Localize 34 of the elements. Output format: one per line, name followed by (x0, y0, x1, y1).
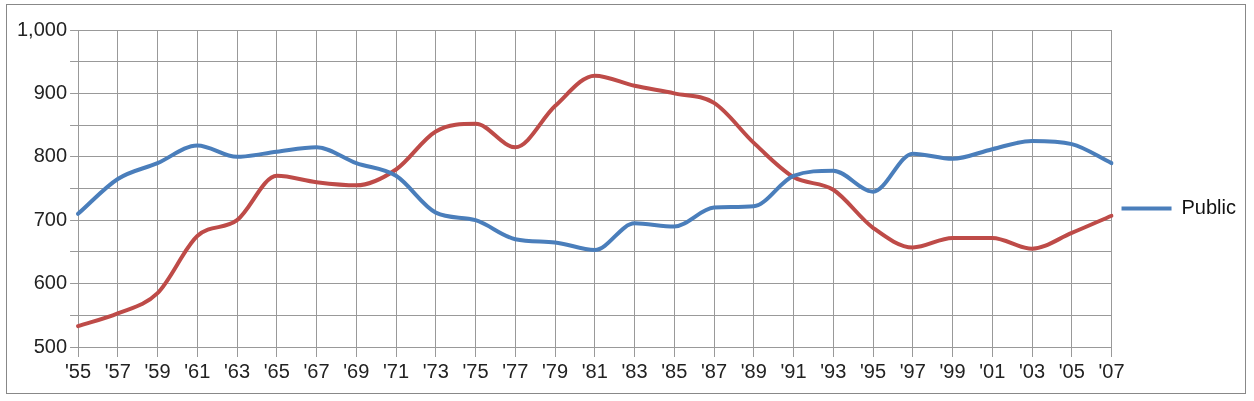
y-tick-label: 500 (33, 334, 68, 357)
y-tick-label: 700 (33, 207, 68, 230)
y-tick-label: 800 (33, 144, 68, 167)
x-tick-label: '75 (462, 359, 489, 382)
x-tick-label: '81 (581, 359, 608, 382)
x-tick-label: '99 (939, 359, 966, 382)
x-tick-label: '95 (859, 359, 887, 382)
x-tick-label: '89 (740, 359, 767, 382)
x-tick-label: '83 (621, 359, 648, 382)
x-tick-label: '97 (899, 359, 926, 382)
x-tick-label: '03 (1018, 359, 1046, 382)
x-tick-label: '07 (1098, 359, 1125, 382)
x-tick-label: '01 (979, 359, 1006, 382)
x-tick-label: '73 (422, 359, 449, 382)
x-tick-label: '63 (224, 359, 251, 382)
x-tick-label: '05 (1058, 359, 1085, 382)
x-tick-label: '55 (65, 359, 92, 382)
x-tick-label: '93 (820, 359, 847, 382)
x-tick-label: '87 (701, 359, 728, 382)
x-tick-label: '85 (661, 359, 688, 382)
x-tick-label: '65 (263, 359, 290, 382)
y-tick-label: 900 (33, 80, 68, 103)
x-tick-label: '79 (542, 359, 569, 382)
legend-label: Public (1181, 196, 1237, 219)
x-tick-label: '69 (343, 359, 370, 382)
x-tick-label: '91 (780, 359, 807, 382)
x-tick-label: '71 (383, 359, 410, 382)
x-tick-label: '57 (104, 359, 131, 382)
x-tick-label: '77 (502, 359, 529, 382)
y-tick-label: 1,000 (16, 17, 68, 40)
x-tick-label: '59 (144, 359, 171, 382)
y-tick-label: 600 (33, 271, 68, 294)
x-tick-label: '67 (303, 359, 330, 382)
x-tick-label: '61 (184, 359, 211, 382)
